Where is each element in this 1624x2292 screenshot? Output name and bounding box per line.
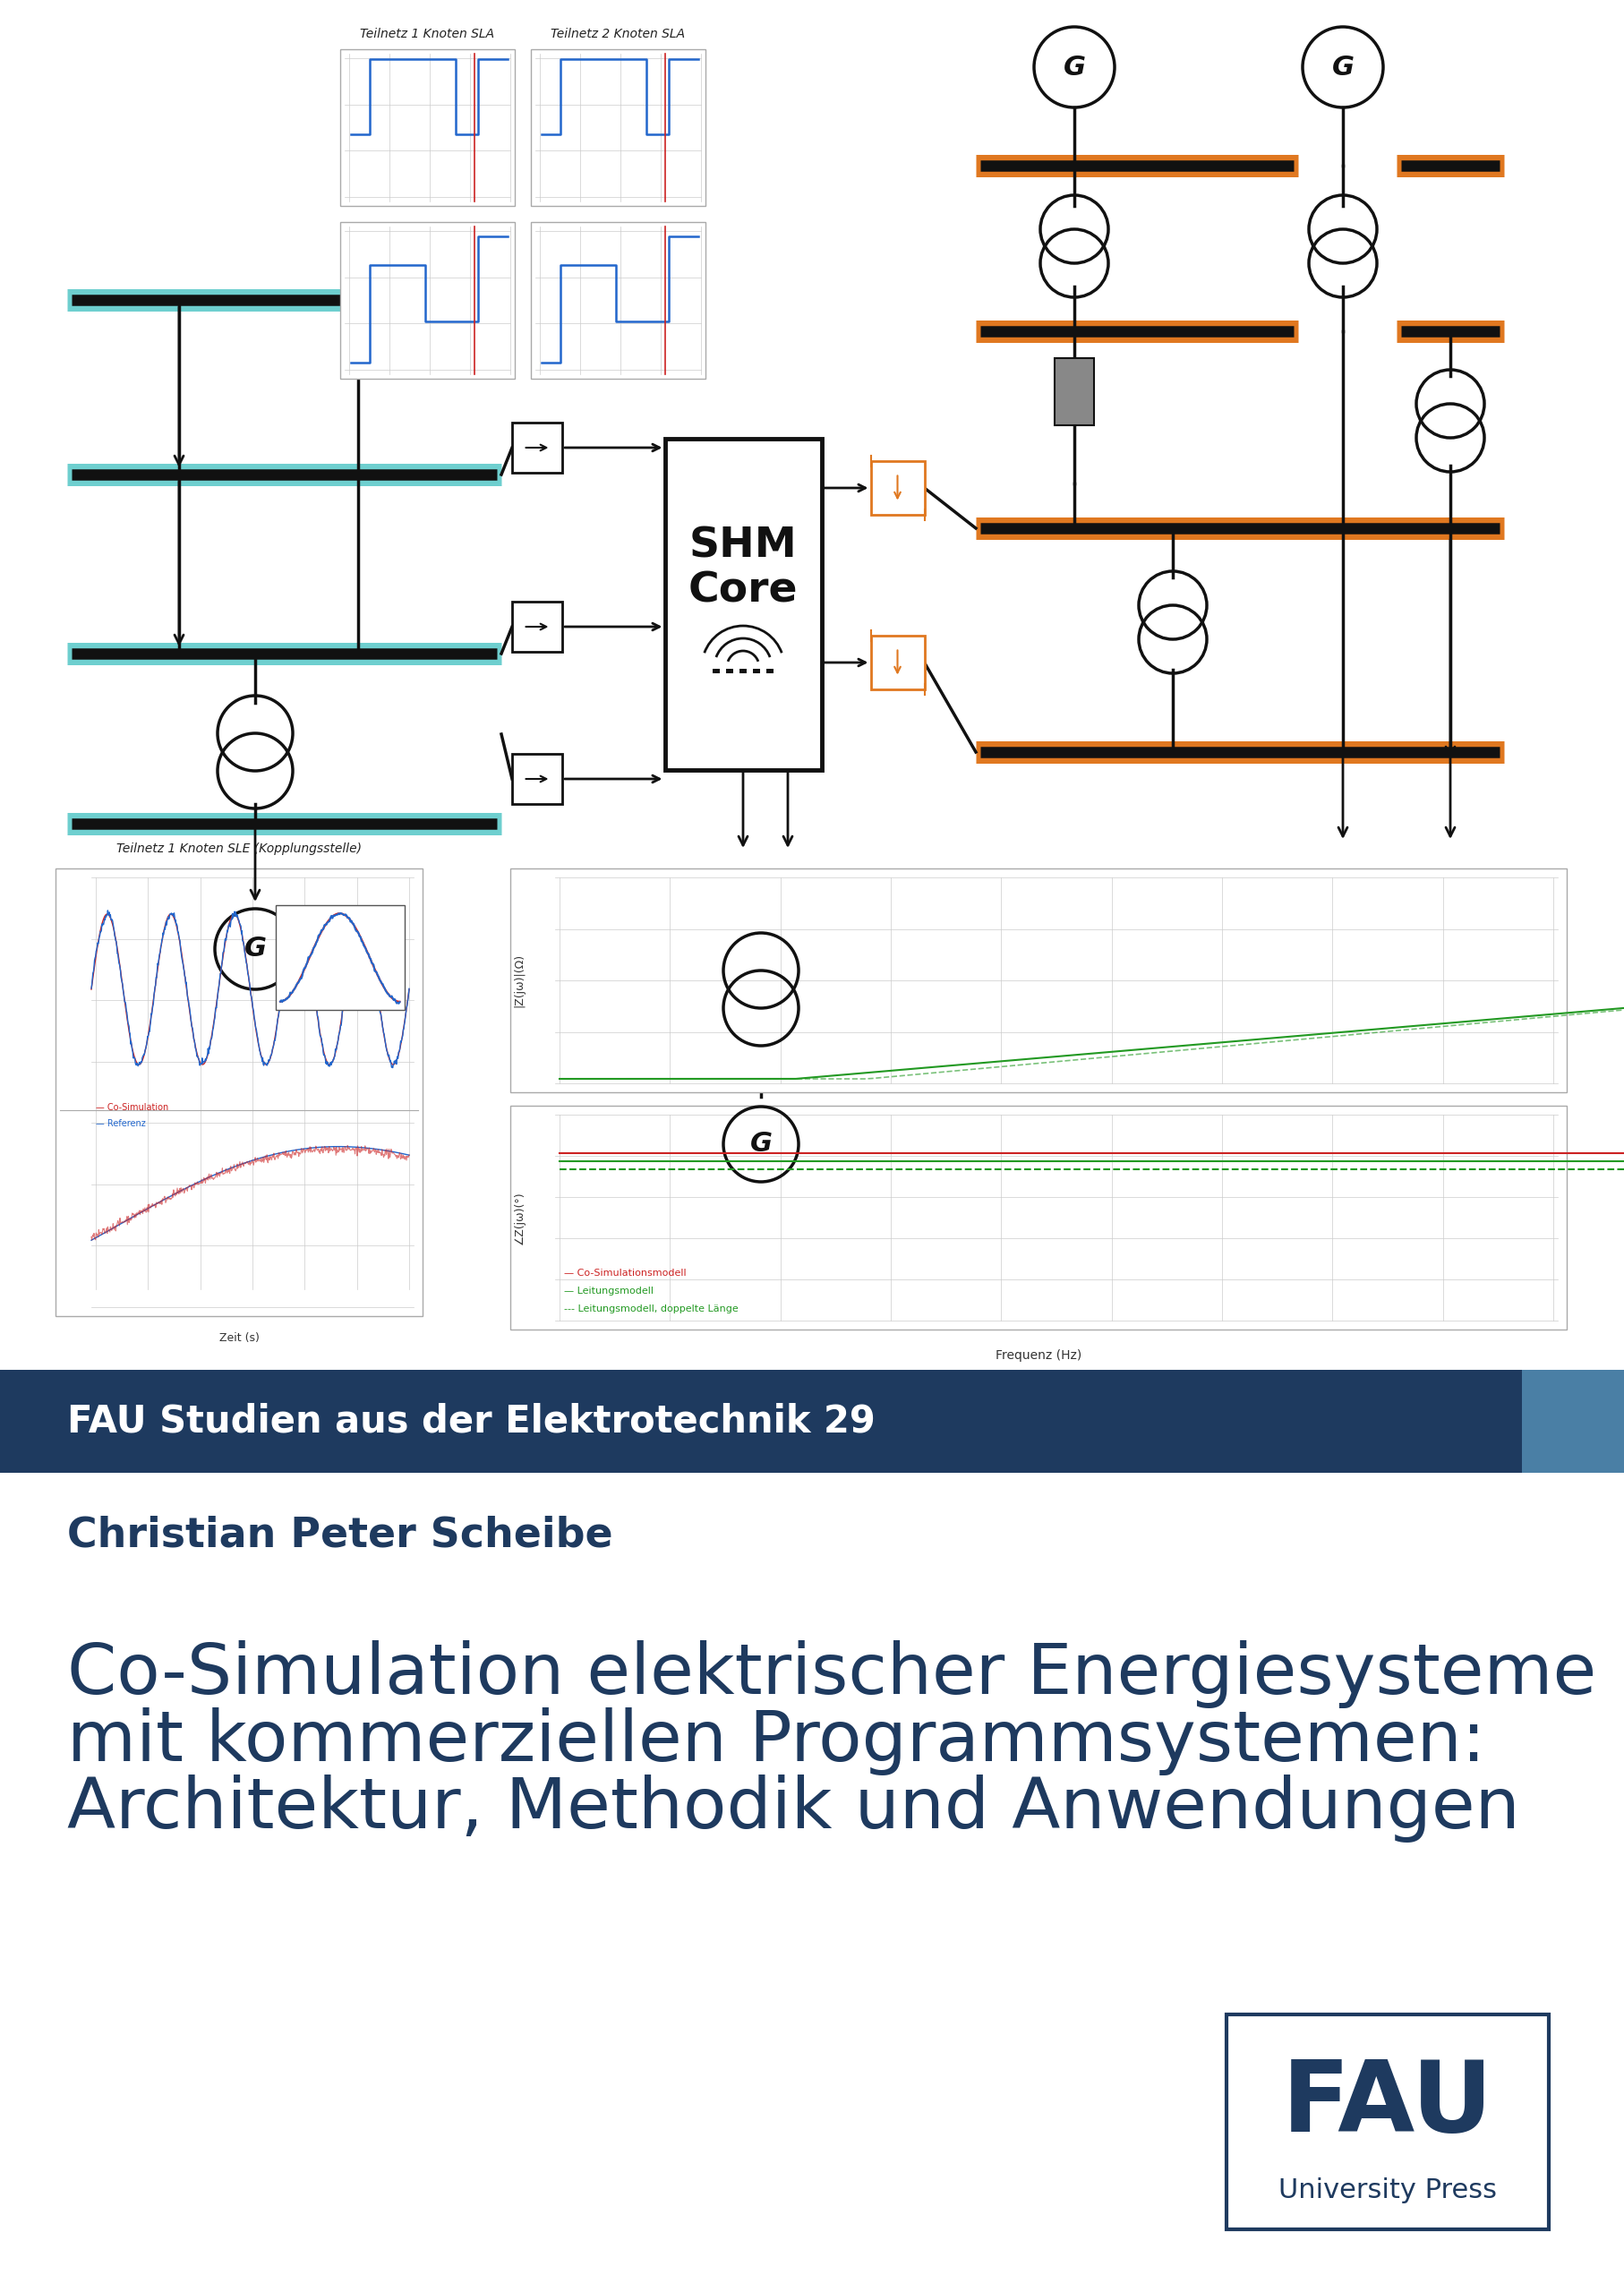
Co-Simulation	[138, 1022, 158, 1050]
Bar	[510, 1105, 1567, 1329]
Text: SHM: SHM	[689, 525, 797, 566]
Bar	[726, 669, 732, 674]
Text: Frequenz (Hz): Frequenz (Hz)	[996, 1350, 1082, 1361]
Text: mit kommerziellen Programmsystemen:: mit kommerziellen Programmsystemen:	[67, 1708, 1486, 1776]
Bar	[754, 669, 760, 674]
Co-Simulation	[322, 1050, 341, 1077]
Referenz	[270, 997, 289, 1025]
Referenz	[164, 903, 184, 931]
Text: G: G	[1064, 55, 1085, 80]
Bar	[276, 905, 404, 1011]
Text: Co-Simulation elektrischer Energiesysteme: Co-Simulation elektrischer Energiesystem…	[67, 1641, 1596, 1708]
Bar	[739, 669, 747, 674]
Text: Christian Peter Scheibe: Christian Peter Scheibe	[67, 1515, 612, 1556]
Bar	[870, 461, 924, 516]
Text: — Co-Simulation: — Co-Simulation	[96, 1102, 169, 1112]
Text: — Co-Simulationsmodell: — Co-Simulationsmodell	[564, 1270, 687, 1277]
Bar	[713, 669, 719, 674]
Bar	[664, 438, 822, 770]
Referenz	[322, 1052, 341, 1080]
Bar	[767, 669, 773, 674]
Bar	[512, 754, 562, 804]
Referenz	[138, 1022, 158, 1050]
Text: ∠Z(jω)(°): ∠Z(jω)(°)	[513, 1192, 525, 1245]
Text: Teilnetz 1 Knoten SLA: Teilnetz 1 Knoten SLA	[361, 28, 495, 41]
Bar	[55, 869, 422, 1316]
Bar	[512, 422, 562, 472]
Text: — Leitungsmodell: — Leitungsmodell	[564, 1286, 653, 1295]
Text: G: G	[750, 1132, 771, 1157]
Text: Teilnetz 1 Knoten SLE (Kopplungsstelle): Teilnetz 1 Knoten SLE (Kopplungsstelle)	[117, 843, 362, 855]
Referenz	[97, 896, 117, 924]
Bar	[1522, 1371, 1624, 1474]
Text: FAU: FAU	[1281, 2056, 1494, 2152]
Bar	[1054, 358, 1095, 426]
Co-Simulation	[270, 997, 289, 1025]
Bar	[531, 222, 705, 378]
Co-Simulation	[383, 1050, 403, 1077]
Co-Simulation	[226, 901, 245, 928]
Co-Simulation	[164, 903, 184, 931]
Referenz	[383, 1054, 403, 1082]
Bar	[870, 635, 924, 690]
Bar	[0, 1371, 1522, 1474]
Line: Co-Simulation: Co-Simulation	[91, 915, 409, 1063]
Referenz	[81, 974, 101, 1002]
Text: Core: Core	[689, 571, 797, 612]
Bar	[1226, 2015, 1549, 2230]
Bar	[512, 601, 562, 651]
Text: FAU Studien aus der Elektrotechnik 29: FAU Studien aus der Elektrotechnik 29	[67, 1403, 875, 1439]
Co-Simulation	[81, 976, 101, 1004]
Text: |Z(jω)|(Ω): |Z(jω)|(Ω)	[513, 953, 525, 1006]
Co-Simulation	[97, 901, 117, 928]
Co-Simulation	[294, 915, 313, 942]
Line: Referenz: Referenz	[91, 910, 409, 1068]
Text: Zeit (s): Zeit (s)	[219, 1332, 260, 1343]
Text: G: G	[1332, 55, 1354, 80]
Bar	[531, 48, 705, 206]
Co-Simulation	[400, 976, 419, 1004]
Text: Architektur, Methodik und Anwendungen: Architektur, Methodik und Anwendungen	[67, 1774, 1520, 1843]
Text: --- Leitungsmodell, doppelte Länge: --- Leitungsmodell, doppelte Länge	[564, 1304, 739, 1313]
Bar	[339, 48, 515, 206]
Text: — Referenz: — Referenz	[96, 1118, 146, 1128]
Referenz	[400, 974, 419, 1002]
Referenz	[226, 898, 245, 926]
Bar	[510, 869, 1567, 1093]
Text: University Press: University Press	[1278, 2177, 1497, 2203]
Text: G: G	[244, 935, 266, 963]
Referenz	[294, 915, 313, 942]
Text: Teilnetz 2 Knoten SLA: Teilnetz 2 Knoten SLA	[551, 28, 685, 41]
Bar	[339, 222, 515, 378]
